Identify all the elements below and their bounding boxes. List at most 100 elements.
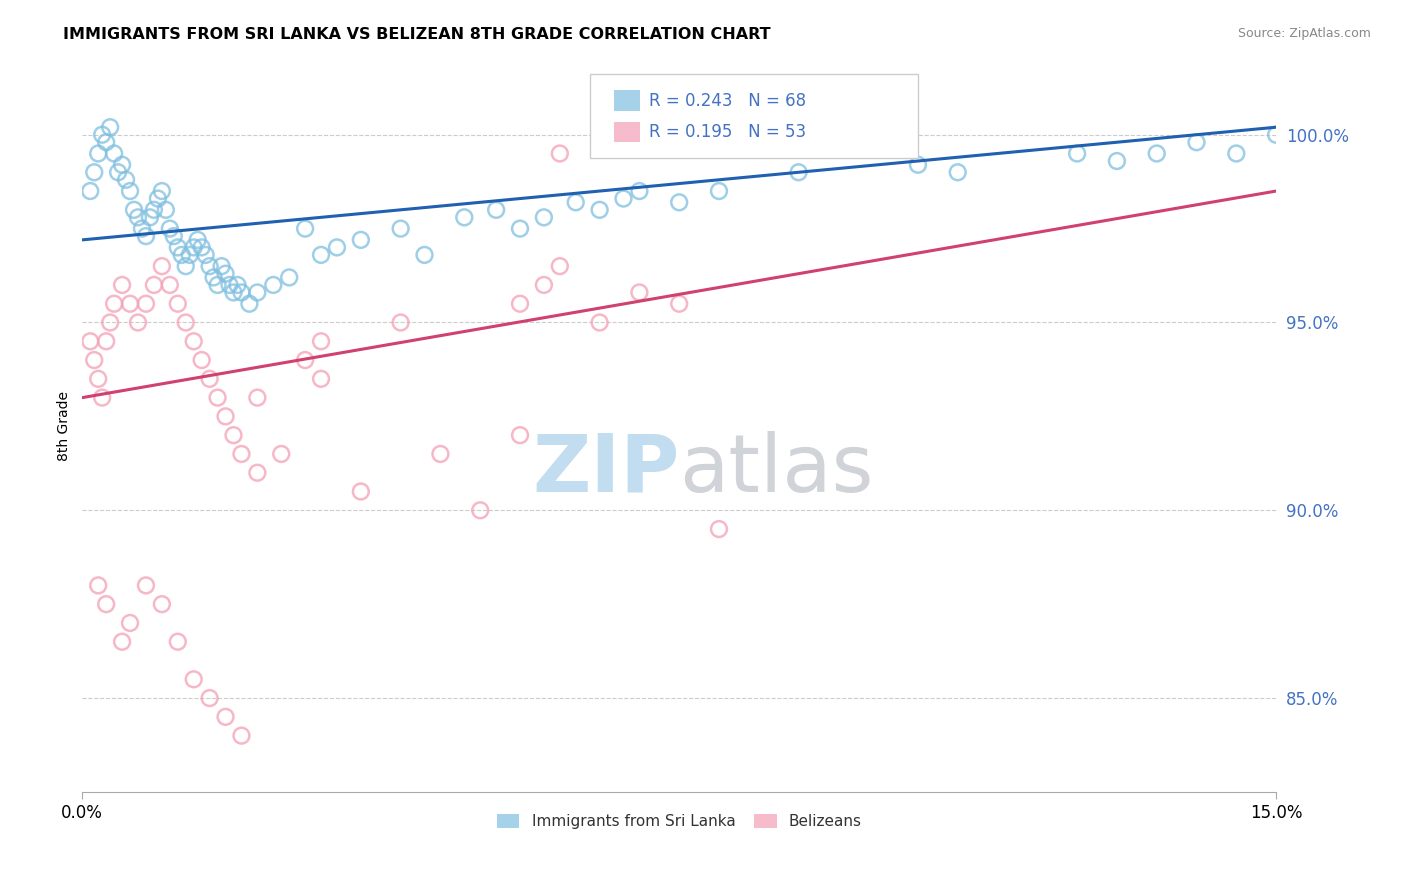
Point	[1185, 135, 1208, 149]
Point	[214, 710, 236, 724]
Point	[118, 296, 141, 310]
Point	[111, 158, 134, 172]
Point	[309, 248, 332, 262]
Point	[707, 184, 730, 198]
Point	[453, 211, 475, 225]
Point	[159, 221, 181, 235]
Point	[198, 372, 221, 386]
Point	[612, 192, 634, 206]
Point	[127, 211, 149, 225]
Point	[270, 447, 292, 461]
Point	[166, 296, 188, 310]
Point	[668, 296, 690, 310]
Point	[198, 691, 221, 706]
Text: R = 0.195   N = 53: R = 0.195 N = 53	[650, 123, 807, 141]
Point	[231, 285, 253, 300]
Point	[155, 202, 177, 217]
Point	[87, 146, 110, 161]
Text: Source: ZipAtlas.com: Source: ZipAtlas.com	[1237, 27, 1371, 40]
Point	[262, 277, 284, 292]
Point	[96, 334, 118, 349]
Point	[548, 146, 571, 161]
Point	[309, 372, 332, 386]
Point	[118, 184, 141, 198]
Point	[509, 296, 531, 310]
Point	[222, 285, 245, 300]
Point	[107, 165, 129, 179]
Point	[150, 259, 173, 273]
Point	[187, 233, 209, 247]
Point	[91, 128, 114, 142]
Point	[1105, 153, 1128, 168]
Point	[118, 615, 141, 630]
Point	[214, 267, 236, 281]
Point	[83, 165, 105, 179]
Point	[668, 195, 690, 210]
Point	[294, 353, 316, 368]
Point	[96, 135, 118, 149]
Point	[194, 248, 217, 262]
Point	[548, 259, 571, 273]
Point	[111, 634, 134, 648]
Point	[98, 120, 121, 135]
Point	[294, 221, 316, 235]
Point	[142, 277, 165, 292]
FancyBboxPatch shape	[613, 90, 640, 111]
Point	[83, 353, 105, 368]
Text: atlas: atlas	[679, 431, 873, 508]
Point	[87, 372, 110, 386]
Point	[326, 240, 349, 254]
Point	[103, 146, 125, 161]
Point	[226, 277, 249, 292]
Point	[1066, 146, 1088, 161]
FancyBboxPatch shape	[589, 74, 918, 159]
Point	[135, 229, 157, 244]
Point	[96, 597, 118, 611]
Point	[183, 334, 205, 349]
Point	[202, 270, 225, 285]
Point	[159, 277, 181, 292]
Point	[278, 270, 301, 285]
Point	[174, 259, 197, 273]
Point	[127, 316, 149, 330]
Point	[628, 285, 651, 300]
Point	[309, 334, 332, 349]
Point	[211, 259, 233, 273]
Point	[509, 221, 531, 235]
Point	[87, 578, 110, 592]
Point	[707, 522, 730, 536]
Point	[122, 202, 145, 217]
Point	[163, 229, 186, 244]
Point	[429, 447, 451, 461]
Point	[98, 316, 121, 330]
Point	[533, 211, 555, 225]
Point	[91, 391, 114, 405]
Point	[246, 466, 269, 480]
Point	[231, 447, 253, 461]
Point	[946, 165, 969, 179]
Point	[218, 277, 240, 292]
Y-axis label: 8th Grade: 8th Grade	[58, 391, 72, 461]
Point	[389, 221, 412, 235]
Legend: Immigrants from Sri Lanka, Belizeans: Immigrants from Sri Lanka, Belizeans	[491, 808, 868, 836]
Point	[131, 221, 153, 235]
Point	[150, 184, 173, 198]
Point	[246, 391, 269, 405]
Point	[183, 673, 205, 687]
Point	[1225, 146, 1247, 161]
Point	[103, 296, 125, 310]
Point	[190, 353, 212, 368]
Point	[564, 195, 586, 210]
Point	[207, 277, 229, 292]
Point	[509, 428, 531, 442]
Point	[207, 391, 229, 405]
Point	[79, 184, 101, 198]
Point	[533, 277, 555, 292]
Point	[179, 248, 201, 262]
Point	[389, 316, 412, 330]
Point	[1265, 128, 1288, 142]
Point	[1146, 146, 1168, 161]
Text: R = 0.243   N = 68: R = 0.243 N = 68	[650, 92, 807, 110]
Point	[907, 158, 929, 172]
Point	[166, 634, 188, 648]
